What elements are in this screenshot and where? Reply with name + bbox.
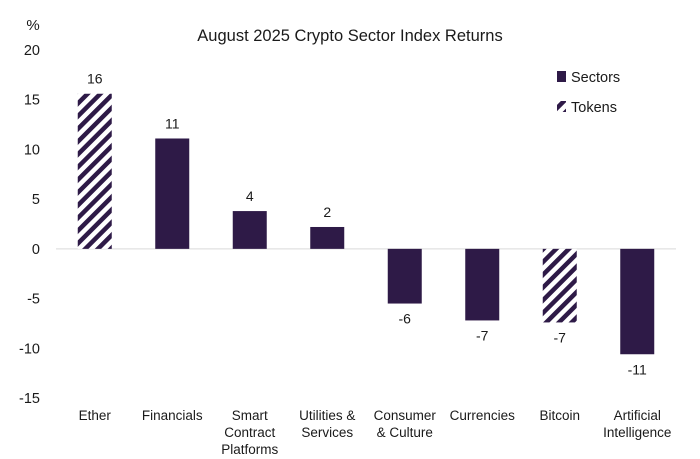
y-tick-label: -5	[27, 292, 40, 308]
category-label: Smart	[232, 408, 268, 423]
category-label: Services	[301, 425, 353, 440]
bar-consumer-culture	[387, 248, 422, 304]
data-label: -7	[476, 327, 489, 343]
category-label: Financials	[142, 408, 203, 423]
category-label: Bitcoin	[539, 408, 580, 423]
y-tick-label: 15	[24, 93, 40, 109]
data-label: -11	[628, 361, 647, 377]
legend-swatch-tokens	[557, 101, 566, 112]
data-labels: 16 11 4 2 -6 -7 -7 -11	[87, 71, 647, 378]
data-label: -6	[399, 311, 412, 327]
data-label: 11	[165, 115, 180, 131]
x-axis: Ether Financials Smart Contract Platforms Uti…	[79, 408, 672, 457]
y-tick-label: -10	[19, 341, 40, 357]
bar-financials	[155, 138, 190, 249]
legend-swatch-sectors	[557, 71, 566, 82]
chart-title: August 2025 Crypto Sector Index Returns	[197, 27, 502, 45]
bar-ether	[77, 93, 112, 249]
y-tick-label: 5	[32, 192, 40, 208]
y-axis-unit: %	[26, 17, 39, 34]
data-label: 16	[87, 71, 103, 87]
category-label: Platforms	[221, 442, 278, 457]
category-label: & Culture	[377, 425, 433, 440]
category-label: Artificial	[614, 408, 661, 423]
bar-bitcoin	[542, 248, 577, 323]
category-label: Utilities &	[299, 408, 355, 423]
y-axis: 20 15 10 5 0 -5 -10 -15	[19, 43, 40, 407]
bar-artificial-intelligence	[620, 248, 655, 355]
legend-label-sectors: Sectors	[571, 70, 620, 86]
category-label: Intelligence	[603, 425, 671, 440]
data-label: -7	[554, 329, 567, 345]
category-label: Consumer	[374, 408, 437, 423]
legend-label-tokens: Tokens	[571, 100, 617, 116]
category-label: Currencies	[450, 408, 516, 423]
bars	[77, 93, 655, 355]
y-tick-label: 20	[24, 43, 40, 59]
bar-utilities-services	[310, 226, 345, 249]
category-label: Contract	[224, 425, 275, 440]
y-tick-label: -15	[19, 391, 40, 407]
y-tick-label: 10	[24, 142, 40, 158]
data-label: 2	[323, 204, 331, 220]
category-label: Ether	[79, 408, 112, 423]
y-tick-label: 0	[32, 242, 40, 258]
data-label: 4	[246, 188, 254, 204]
legend: Sectors Tokens	[557, 70, 620, 116]
bar-currencies	[465, 248, 500, 321]
bar-smart-contract-platforms	[232, 211, 267, 249]
